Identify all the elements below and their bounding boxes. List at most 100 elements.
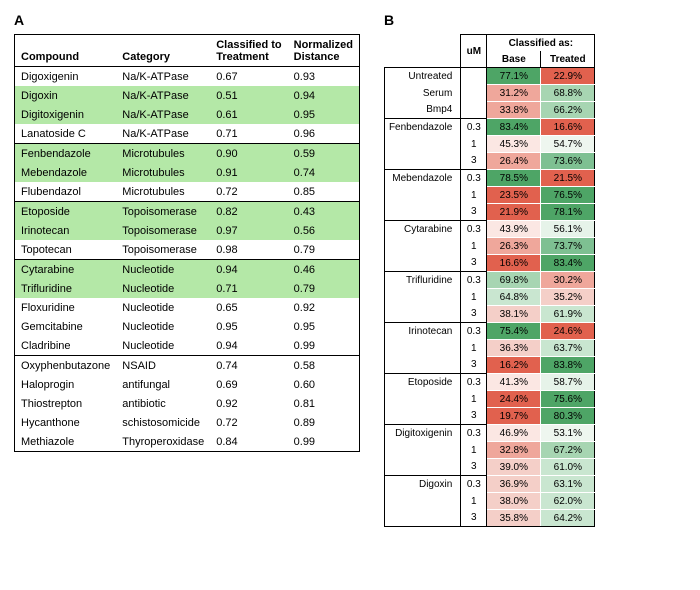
base-cell: 16.2% [487, 357, 541, 374]
panel-b-label: B [384, 12, 595, 28]
table-row: DigoxigeninNa/K-ATPase0.670.93 [15, 67, 360, 87]
table-a: Compound Category Classified toTreatment… [14, 34, 360, 452]
cell: 0.82 [210, 202, 287, 222]
um-cell: 3 [461, 408, 487, 425]
cell: Microtubules [116, 182, 210, 202]
col-classified: Classified toTreatment [210, 35, 287, 67]
treated-cell: 75.6% [541, 391, 595, 408]
table-row: Trifluridine0.369.8%30.2% [384, 272, 594, 289]
treated-cell: 64.2% [541, 510, 595, 527]
cell: 0.99 [288, 336, 360, 356]
um-cell: 3 [461, 459, 487, 476]
base-cell: 39.0% [487, 459, 541, 476]
row-label [384, 459, 460, 476]
base-cell: 26.4% [487, 153, 541, 170]
cell: Hycanthone [15, 413, 117, 432]
table-row: Mebendazole0.378.5%21.5% [384, 170, 594, 187]
treated-cell: 68.8% [541, 85, 595, 102]
col-normdist: NormalizedDistance [288, 35, 360, 67]
table-row: 126.3%73.7% [384, 238, 594, 255]
treated-cell: 56.1% [541, 221, 595, 238]
table-row: MebendazoleMicrotubules0.910.74 [15, 163, 360, 182]
cell: 0.79 [288, 279, 360, 298]
table-row: 316.2%83.8% [384, 357, 594, 374]
base-cell: 38.1% [487, 306, 541, 323]
um-cell: 0.3 [461, 425, 487, 442]
cell: 0.96 [288, 124, 360, 144]
base-cell: 78.5% [487, 170, 541, 187]
treated-cell: 67.2% [541, 442, 595, 459]
row-label: Mebendazole [384, 170, 460, 187]
cell: Mebendazole [15, 163, 117, 182]
um-cell [461, 102, 487, 119]
treated-cell: 24.6% [541, 323, 595, 340]
row-label [384, 340, 460, 357]
table-row: Fenbendazole0.383.4%16.6% [384, 119, 594, 136]
cell: 0.89 [288, 413, 360, 432]
base-cell: 38.0% [487, 493, 541, 510]
um-cell: 1 [461, 391, 487, 408]
table-row: GemcitabineNucleotide0.950.95 [15, 317, 360, 336]
table-row: Lanatoside CNa/K-ATPase0.710.96 [15, 124, 360, 144]
treated-cell: 22.9% [541, 68, 595, 85]
cell: Cytarabine [15, 260, 117, 280]
base-cell: 36.3% [487, 340, 541, 357]
base-cell: 41.3% [487, 374, 541, 391]
um-cell: 0.3 [461, 119, 487, 136]
table-row: 145.3%54.7% [384, 136, 594, 153]
um-cell [461, 68, 487, 85]
cell: 0.60 [288, 375, 360, 394]
table-row: 164.8%35.2% [384, 289, 594, 306]
um-cell: 1 [461, 340, 487, 357]
cell: 0.91 [210, 163, 287, 182]
um-cell: 0.3 [461, 221, 487, 238]
treated-cell: 62.0% [541, 493, 595, 510]
base-cell: 77.1% [487, 68, 541, 85]
cell: Nucleotide [116, 279, 210, 298]
table-row: 136.3%63.7% [384, 340, 594, 357]
cell: Thiostrepton [15, 394, 117, 413]
base-cell: 64.8% [487, 289, 541, 306]
cell: Microtubules [116, 144, 210, 164]
row-label: Trifluridine [384, 272, 460, 289]
um-cell: 1 [461, 442, 487, 459]
cell: 0.94 [210, 260, 287, 280]
um-cell: 3 [461, 204, 487, 221]
cell: Floxuridine [15, 298, 117, 317]
row-label: Serum [384, 85, 460, 102]
treated-cell: 73.7% [541, 238, 595, 255]
table-row: FloxuridineNucleotide0.650.92 [15, 298, 360, 317]
cell: 0.98 [210, 240, 287, 260]
cell: Na/K-ATPase [116, 67, 210, 87]
base-cell: 36.9% [487, 476, 541, 493]
table-row: Thiostreptonantibiotic0.920.81 [15, 394, 360, 413]
cell: Nucleotide [116, 317, 210, 336]
base-cell: 43.9% [487, 221, 541, 238]
treated-cell: 83.4% [541, 255, 595, 272]
cell: Na/K-ATPase [116, 105, 210, 124]
cell: 0.85 [288, 182, 360, 202]
treated-cell: 21.5% [541, 170, 595, 187]
table-row: Digitoxigenin0.346.9%53.1% [384, 425, 594, 442]
um-cell: 1 [461, 493, 487, 510]
cell: Gemcitabine [15, 317, 117, 336]
cell: Methiazole [15, 432, 117, 452]
um-cell: 0.3 [461, 170, 487, 187]
row-label [384, 306, 460, 323]
col-classified-as: Classified as: [487, 35, 595, 52]
panel-a: A Compound Category Classified toTreatme… [14, 12, 360, 578]
cell: NSAID [116, 356, 210, 376]
cell: Topoisomerase [116, 240, 210, 260]
cell: 0.99 [288, 432, 360, 452]
treated-cell: 78.1% [541, 204, 595, 221]
cell: 0.61 [210, 105, 287, 124]
base-cell: 45.3% [487, 136, 541, 153]
cell: 0.72 [210, 182, 287, 202]
cell: Microtubules [116, 163, 210, 182]
row-label: Fenbendazole [384, 119, 460, 136]
table-row: 326.4%73.6% [384, 153, 594, 170]
table-row: 124.4%75.6% [384, 391, 594, 408]
row-label [384, 136, 460, 153]
treated-cell: 58.7% [541, 374, 595, 391]
treated-cell: 54.7% [541, 136, 595, 153]
